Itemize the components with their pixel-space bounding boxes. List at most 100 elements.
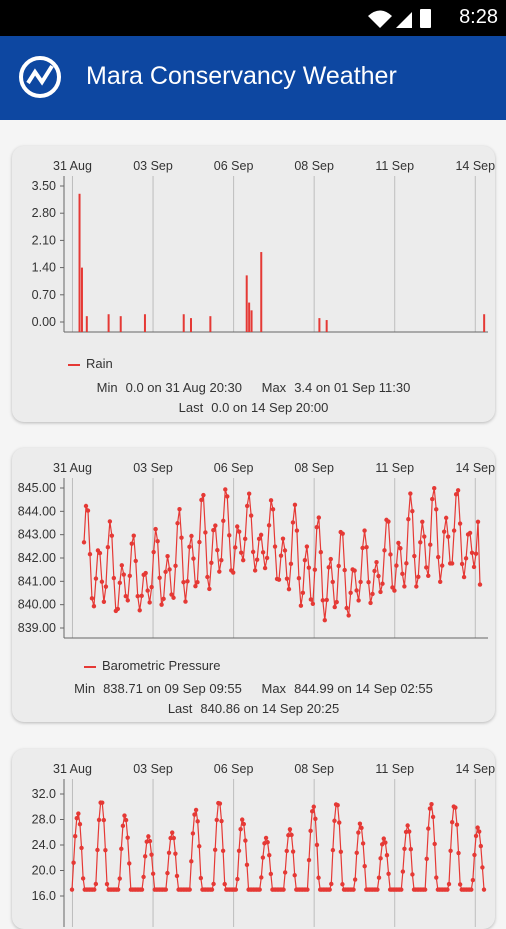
last-value: 0.0 on 14 Sep 20:00 xyxy=(211,400,329,415)
pressure-point xyxy=(276,577,282,582)
y-tick-label: 844.00 xyxy=(18,504,56,518)
pressure-point xyxy=(455,488,461,493)
chart-stats: Min 838.71 on 09 Sep 09:55 Max 844.99 on 1… xyxy=(12,679,495,719)
pressure-point xyxy=(402,584,407,589)
pressure-point xyxy=(432,486,437,491)
legend-label: Rain xyxy=(86,356,113,371)
temperature-point xyxy=(77,822,83,827)
third-chart[interactable]: 31 Aug 03 Sep 06 Sep 08 Sep 11 Sep 14 Sep 32.0… xyxy=(12,749,495,929)
pressure-point xyxy=(356,598,361,603)
temperature-point xyxy=(472,852,477,858)
temperature-point xyxy=(103,847,108,853)
pressure-series-line xyxy=(83,487,481,621)
temperature-point xyxy=(117,876,122,881)
pressure-point xyxy=(85,508,91,513)
temperature-point xyxy=(456,850,461,856)
temperature-point xyxy=(72,834,78,839)
pressure-point xyxy=(294,528,300,533)
temperature-point xyxy=(282,870,288,875)
cell-signal-icon xyxy=(396,12,412,28)
pressure-point xyxy=(153,526,158,532)
pressure-point xyxy=(177,507,182,512)
temperature-point xyxy=(448,848,453,853)
y-tick-label: 2.80 xyxy=(32,206,56,220)
temperature-point xyxy=(340,882,345,887)
pressure-point xyxy=(322,617,327,623)
pressure-point xyxy=(254,557,260,562)
temperature-point xyxy=(337,820,342,825)
pressure-point xyxy=(111,575,117,581)
rain-bar xyxy=(209,316,212,332)
pressure-point xyxy=(312,567,318,572)
rain-chart-card[interactable]: 31 Aug 03 Sep 06 Sep 08 Sep 11 Sep 14 Sep 3.50… xyxy=(12,146,495,422)
temperature-point xyxy=(212,847,218,853)
temperature-point xyxy=(313,816,318,822)
temperature-point xyxy=(79,845,84,851)
temperature-point xyxy=(166,850,172,856)
temperature-point xyxy=(427,806,433,811)
temperature-point xyxy=(305,887,310,892)
pressure-point xyxy=(266,523,272,528)
rain-bar xyxy=(85,316,88,332)
temperature-point xyxy=(259,875,264,880)
third-chart-card[interactable]: 31 Aug 03 Sep 06 Sep 08 Sep 11 Sep 14 Sep 32.0… xyxy=(12,749,495,929)
legend-label: Barometric Pressure xyxy=(102,658,221,673)
temperature-point xyxy=(257,887,262,892)
pressure-point xyxy=(418,540,423,545)
temperature-point xyxy=(381,836,386,841)
temperature-point xyxy=(378,856,383,861)
pressure-point xyxy=(394,563,399,568)
pressure-point xyxy=(272,544,278,549)
pressure-point xyxy=(326,565,331,570)
rain-bar xyxy=(250,310,253,332)
temperature-point xyxy=(383,840,388,845)
pressure-point xyxy=(209,560,214,565)
temperature-point xyxy=(190,831,196,836)
temperature-point xyxy=(209,887,215,892)
x-tick-label: 03 Sep xyxy=(133,159,173,173)
pressure-point xyxy=(147,600,152,605)
temperature-point xyxy=(173,851,178,856)
pressure-point xyxy=(380,581,385,586)
pressure-chart[interactable]: 31 Aug 03 Sep 06 Sep 08 Sep 11 Sep 14 Sep 845.… xyxy=(12,448,495,648)
pressure-point xyxy=(127,573,132,579)
temperature-point xyxy=(123,817,129,823)
pressure-point xyxy=(211,527,216,533)
pressure-point xyxy=(109,533,115,538)
pressure-point xyxy=(330,579,335,585)
temperature-point xyxy=(211,881,216,887)
temperature-point xyxy=(267,853,272,858)
min-label: Min xyxy=(74,681,96,696)
pressure-point xyxy=(366,579,371,585)
pressure-point xyxy=(203,530,208,535)
pressure-point xyxy=(430,496,435,502)
temperature-point xyxy=(327,887,332,892)
pressure-point xyxy=(304,544,310,549)
temperature-point xyxy=(101,817,107,823)
temperature-point xyxy=(281,887,286,892)
pressure-point xyxy=(225,494,230,499)
pressure-point xyxy=(320,598,325,603)
pressure-point xyxy=(378,589,383,595)
pressure-point xyxy=(221,518,226,523)
temperature-point xyxy=(473,833,479,839)
pressure-point xyxy=(179,535,184,540)
pressure-point xyxy=(360,545,365,551)
rain-bar xyxy=(248,302,251,332)
rain-chart[interactable]: 31 Aug 03 Sep 06 Sep 08 Sep 11 Sep 14 Sep 3.50… xyxy=(12,146,495,346)
rain-bar xyxy=(78,193,81,332)
min-max-row: Min 0.0 on 31 Aug 20:30 Max 3.4 on 01 Sep … xyxy=(12,378,495,398)
temperature-point xyxy=(197,844,202,849)
min-value: 838.71 on 09 Sep 09:55 xyxy=(103,681,242,696)
min-value: 0.0 on 31 Aug 20:30 xyxy=(125,380,242,395)
pressure-point xyxy=(302,557,308,563)
weather-station-logo-icon[interactable] xyxy=(16,53,64,101)
temperature-point xyxy=(410,872,415,877)
y-tick-label: 845.00 xyxy=(18,481,56,495)
y-tick-label: 2.10 xyxy=(32,233,56,247)
temperature-point xyxy=(163,887,169,892)
pressure-chart-card[interactable]: 31 Aug 03 Sep 06 Sep 08 Sep 11 Sep 14 Sep 845.… xyxy=(12,448,495,722)
pressure-point xyxy=(422,534,427,539)
pressure-point xyxy=(316,515,322,520)
pressure-point xyxy=(328,556,333,562)
